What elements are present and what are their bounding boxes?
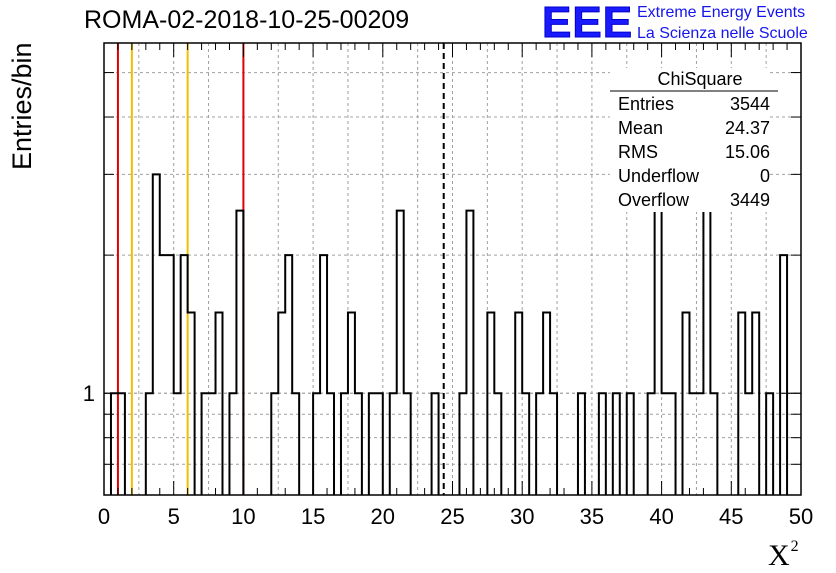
- histogram-bin: [515, 312, 522, 495]
- histogram-bin: [459, 393, 466, 495]
- x-tick-label: 25: [440, 504, 464, 529]
- histogram-bin: [341, 393, 348, 495]
- logo-mark: EEE: [541, 0, 634, 48]
- histogram-bin: [766, 393, 773, 495]
- histogram-bin: [599, 393, 606, 495]
- histogram-bin: [188, 312, 195, 495]
- x-axis-label: X2: [768, 538, 799, 573]
- histogram-bin: [494, 393, 501, 495]
- stats-row-value: 15.06: [725, 142, 770, 162]
- x-tick-label: 15: [301, 504, 325, 529]
- histogram-bin: [669, 393, 676, 495]
- histogram-bin: [578, 393, 585, 495]
- histogram-bin: [236, 211, 243, 495]
- histogram-bin: [118, 393, 125, 495]
- x-tick-label: 35: [580, 504, 604, 529]
- histogram-bin: [752, 312, 759, 495]
- histogram-bin: [522, 393, 529, 495]
- histogram-bin: [153, 174, 160, 495]
- histogram-bin: [550, 393, 557, 495]
- stats-box-title: ChiSquare: [657, 69, 742, 89]
- histogram-bin: [376, 393, 383, 495]
- histogram-bin: [278, 312, 285, 495]
- histogram-bin: [738, 312, 745, 495]
- x-tick-label: 45: [719, 504, 743, 529]
- histogram-bin: [432, 393, 439, 495]
- histogram-bin: [146, 393, 153, 495]
- histogram-bin: [397, 211, 404, 495]
- x-tick-label: 0: [98, 504, 110, 529]
- histogram-bin: [174, 393, 181, 495]
- histogram-bin: [536, 393, 543, 495]
- histogram-bin: [703, 211, 710, 495]
- stats-row-value: 3544: [730, 94, 770, 114]
- x-axis-label-superscript: 2: [790, 538, 799, 555]
- histogram-bin: [327, 393, 334, 495]
- stats-box: ChiSquare Entries 3544 Mean 24.37 RMS 15.06 Und…: [610, 68, 778, 212]
- histogram-bin: [655, 211, 662, 495]
- histogram-bin: [466, 211, 473, 495]
- axes-layer: 0 5 10 15 20 25 30 35 40 45 50 1: [83, 42, 813, 529]
- histogram-bin: [487, 312, 494, 495]
- histogram-bin: [209, 393, 216, 495]
- histogram-bin: [229, 393, 236, 495]
- histogram-bin: [683, 312, 690, 495]
- histogram-bin: [710, 393, 717, 495]
- histogram-bin: [181, 255, 188, 495]
- stats-row-value: 0: [760, 166, 770, 186]
- grid-layer: [104, 43, 801, 495]
- stats-row-label: Mean: [618, 118, 663, 138]
- histogram-bin: [745, 393, 752, 495]
- histogram-bin: [390, 393, 397, 495]
- x-tick-label: 10: [231, 504, 255, 529]
- histogram-bin: [202, 393, 209, 495]
- stats-box-bg: [610, 68, 770, 212]
- stats-row-label: Overflow: [618, 190, 690, 210]
- histogram-bin: [696, 393, 703, 495]
- histogram-bin: [355, 393, 362, 495]
- stats-row-value: 24.37: [725, 118, 770, 138]
- histogram-bin: [216, 312, 223, 495]
- histogram-bin: [313, 393, 320, 495]
- logo-line-2: La Scienza nelle Scuole: [637, 25, 808, 42]
- x-tick-label: 40: [649, 504, 673, 529]
- histogram-bin: [780, 255, 787, 495]
- histogram-bin: [292, 393, 299, 495]
- x-tick-label: 20: [371, 504, 395, 529]
- x-axis-label-text: X: [768, 539, 790, 572]
- y-tick-label: 1: [83, 381, 95, 406]
- histogram-bin: [348, 312, 355, 495]
- logo-line-1: Extreme Energy Events: [637, 4, 806, 21]
- x-tick-label: 5: [168, 504, 180, 529]
- histogram-bin: [369, 393, 376, 495]
- histogram-bin: [662, 393, 669, 495]
- histogram-bin: [320, 255, 327, 495]
- x-tick-label: 30: [510, 504, 534, 529]
- histogram-layer: [109, 173, 789, 495]
- x-tick-label: 50: [789, 504, 813, 529]
- histogram-bin: [160, 255, 167, 495]
- histogram-bin: [613, 393, 620, 495]
- histogram-bin: [627, 393, 634, 495]
- histogram-bin: [271, 393, 278, 495]
- histogram-bin: [648, 393, 655, 495]
- page-title: ROMA-02-2018-10-25-00209: [84, 6, 410, 34]
- histogram-bin: [689, 393, 696, 495]
- histogram-bin: [543, 312, 550, 495]
- histogram-bin: [167, 255, 174, 495]
- histogram-bin: [285, 255, 292, 495]
- stats-row-label: RMS: [618, 142, 658, 162]
- stats-row-value: 3449: [730, 190, 770, 210]
- stats-row-label: Entries: [618, 94, 674, 114]
- histogram-bin: [111, 393, 118, 495]
- stats-row-label: Underflow: [618, 166, 700, 186]
- histogram-bin: [404, 393, 411, 495]
